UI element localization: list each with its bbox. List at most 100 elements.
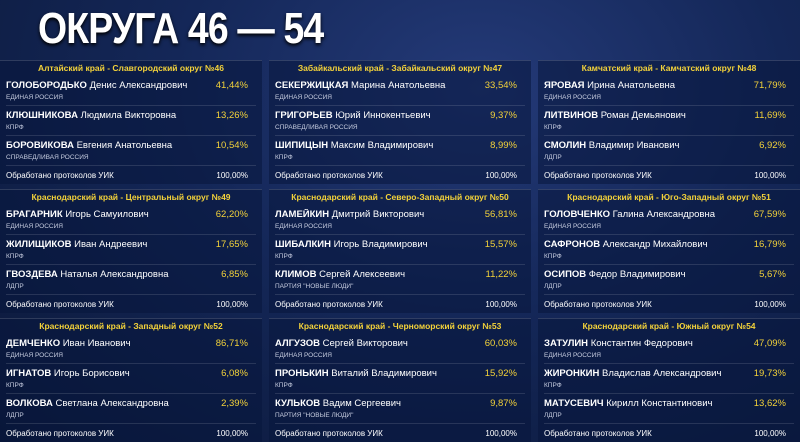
candidate-surname: КЛЮШНИКОВА <box>6 110 78 121</box>
district-header: Краснодарский край - Южный округ №54 <box>582 321 756 331</box>
candidate-name: ШИБАЛКИН Игорь Владимирович <box>275 239 457 251</box>
candidate-party: СПРАВЕДЛИВАЯ РОССИЯ <box>275 124 358 131</box>
candidate-percent: 15,92% <box>484 368 517 379</box>
candidate-given-name: Людмила Викторовна <box>80 110 177 121</box>
candidate-surname: ВОЛКОВА <box>6 398 53 409</box>
candidate-info: ВОЛКОВА Светлана Александровна ЛДПР <box>6 398 188 421</box>
candidate-percent: 15,57% <box>484 239 517 250</box>
candidate-surname: САФРОНОВ <box>544 239 601 250</box>
candidate-party: КПРФ <box>6 253 24 260</box>
candidate-surname: ГОЛОБОРОДЬКО <box>6 80 87 91</box>
candidate-name: СЕКЕРЖИЦКАЯ Марина Анатольевна <box>275 80 457 92</box>
candidate-given-name: Владислав Александрович <box>602 368 722 379</box>
candidate-percent: 41,44% <box>215 80 248 91</box>
candidate-row: СЕКЕРЖИЦКАЯ Марина Анатольевна ЕДИНАЯ РОС… <box>275 76 525 106</box>
protocols-row: Обработано протоколов УИК 100,00% <box>6 295 256 313</box>
candidate-given-name: Кирилл Константинович <box>606 398 713 409</box>
candidate-given-name: Вадим Сергеевич <box>322 398 401 409</box>
district-panel: Краснодарский край - Северо-Западный окр… <box>269 189 531 313</box>
candidate-name: ЖИРОНКИН Владислав Александрович <box>544 368 726 380</box>
candidate-name: ГРИГОРЬЕВ Юрий Иннокентьевич <box>275 110 457 122</box>
candidate-percent: 13,26% <box>215 110 248 121</box>
protocols-row: Обработано протоколов УИК 100,00% <box>6 166 256 184</box>
candidate-percent: 6,92% <box>759 140 786 151</box>
candidate-given-name: Игорь Самуилович <box>65 209 149 220</box>
candidate-percent: 6,08% <box>221 368 248 379</box>
candidate-party: КПРФ <box>275 154 293 161</box>
candidate-given-name: Денис Александрович <box>89 80 188 91</box>
protocols-value: 100,00% <box>485 170 517 180</box>
district-header: Алтайский край - Славгородский округ №46 <box>38 63 224 73</box>
candidate-row: ШИПИЦЫН Максим Владимирович КПРФ 8,99% <box>275 136 525 166</box>
candidate-info: СМОЛИН Владимир Иванович ЛДПР <box>544 140 726 163</box>
candidate-percent: 71,79% <box>753 80 786 91</box>
candidate-surname: ЛИТВИНОВ <box>544 110 599 121</box>
protocols-row: Обработано протоколов УИК 100,00% <box>544 424 794 442</box>
candidate-given-name: Иван Андреевич <box>74 239 148 250</box>
candidate-party: КПРФ <box>544 124 562 131</box>
candidate-percent: 11,69% <box>754 110 786 121</box>
candidate-given-name: Максим Владимирович <box>330 140 434 151</box>
candidate-party: ЕДИНАЯ РОССИЯ <box>275 223 332 230</box>
candidate-percent: 19,73% <box>753 368 786 379</box>
district-panel: Краснодарский край - Западный округ №52 Д… <box>0 318 262 442</box>
protocols-value: 100,00% <box>754 299 786 309</box>
candidate-party: ЕДИНАЯ РОССИЯ <box>6 223 63 230</box>
candidate-name: КЛЮШНИКОВА Людмила Викторовна <box>6 110 188 122</box>
district-panel: Краснодарский край - Черноморский округ … <box>269 318 531 442</box>
candidate-percent: 2,39% <box>221 398 248 409</box>
protocols-label: Обработано протоколов УИК <box>544 299 652 309</box>
candidate-party: ЛДПР <box>544 154 562 161</box>
candidate-info: КУЛЬКОВ Вадим Сергеевич ПАРТИЯ "НОВЫЕ ЛЮД… <box>275 398 457 421</box>
candidate-info: ЛАМЕЙКИН Дмитрий Викторович ЕДИНАЯ РОССИЯ <box>275 209 457 232</box>
candidate-name: ШИПИЦЫН Максим Владимирович <box>275 140 457 152</box>
candidate-party: ПАРТИЯ "НОВЫЕ ЛЮДИ" <box>275 283 354 290</box>
candidate-party: ЛДПР <box>6 283 24 290</box>
candidate-info: ГОЛОВЧЕНКО Галина Александровна ЕДИНАЯ РО… <box>544 209 726 232</box>
candidate-party: ЛДПР <box>6 412 24 419</box>
candidate-party: ЛДПР <box>544 283 562 290</box>
candidate-info: САФРОНОВ Александр Михайлович КПРФ <box>544 239 726 262</box>
candidate-surname: ЛАМЕЙКИН <box>275 209 330 220</box>
candidate-percent: 9,87% <box>490 398 517 409</box>
protocols-label: Обработано протоколов УИК <box>275 428 383 438</box>
protocols-value: 100,00% <box>216 170 248 180</box>
candidate-party: ЛДПР <box>544 412 562 419</box>
candidate-surname: ЯРОВАЯ <box>544 80 585 91</box>
protocols-value: 100,00% <box>485 428 517 438</box>
candidate-info: ЗАТУЛИН Константин Федорович ЕДИНАЯ РОССИ… <box>544 338 726 361</box>
candidate-info: ШИБАЛКИН Игорь Владимирович КПРФ <box>275 239 457 262</box>
candidate-row: БОРОВИКОВА Евгения Анатольевна СПРАВЕДЛИВ… <box>6 136 256 166</box>
candidate-given-name: Игорь Борисович <box>53 368 130 379</box>
candidate-percent: 33,54% <box>484 80 517 91</box>
candidate-info: ЖИЛИЩИКОВ Иван Андреевич КПРФ <box>6 239 188 262</box>
candidate-info: ШИПИЦЫН Максим Владимирович КПРФ <box>275 140 457 163</box>
candidate-name: МАТУСЕВИЧ Кирилл Константинович <box>544 398 726 410</box>
candidate-info: ЖИРОНКИН Владислав Александрович КПРФ <box>544 368 726 391</box>
candidate-info: БРАГАРНИК Игорь Самуилович ЕДИНАЯ РОССИЯ <box>6 209 188 232</box>
candidate-name: ИГНАТОВ Игорь Борисович <box>6 368 188 380</box>
candidate-percent: 10,54% <box>215 140 248 151</box>
candidate-row: СМОЛИН Владимир Иванович ЛДПР 6,92% <box>544 136 794 166</box>
candidate-row: ВОЛКОВА Светлана Александровна ЛДПР 2,39% <box>6 394 256 424</box>
candidate-row: ГВОЗДЕВА Наталья Александровна ЛДПР 6,85% <box>6 265 256 295</box>
district-panel: Алтайский край - Славгородский округ №46… <box>0 60 262 184</box>
candidate-surname: ШИБАЛКИН <box>275 239 331 250</box>
districts-grid: Алтайский край - Славгородский округ №46… <box>0 60 800 442</box>
protocols-row: Обработано протоколов УИК 100,00% <box>544 166 794 184</box>
protocols-label: Обработано протоколов УИК <box>275 299 383 309</box>
candidate-given-name: Ирина Анатольевна <box>587 80 676 91</box>
candidate-percent: 86,71% <box>215 338 248 349</box>
candidate-info: СЕКЕРЖИЦКАЯ Марина Анатольевна ЕДИНАЯ РОС… <box>275 80 457 103</box>
protocols-value: 100,00% <box>216 299 248 309</box>
candidate-surname: БРАГАРНИК <box>6 209 63 220</box>
candidate-given-name: Светлана Александровна <box>55 398 169 409</box>
candidate-info: ГВОЗДЕВА Наталья Александровна ЛДПР <box>6 269 188 292</box>
candidate-name: ЯРОВАЯ Ирина Анатольевна <box>544 80 726 92</box>
candidate-info: ИГНАТОВ Игорь Борисович КПРФ <box>6 368 188 391</box>
candidate-row: КЛЮШНИКОВА Людмила Викторовна КПРФ 13,26% <box>6 106 256 136</box>
candidate-name: ЖИЛИЩИКОВ Иван Андреевич <box>6 239 188 251</box>
candidate-surname: СМОЛИН <box>544 140 587 151</box>
candidate-surname: СЕКЕРЖИЦКАЯ <box>275 80 349 91</box>
